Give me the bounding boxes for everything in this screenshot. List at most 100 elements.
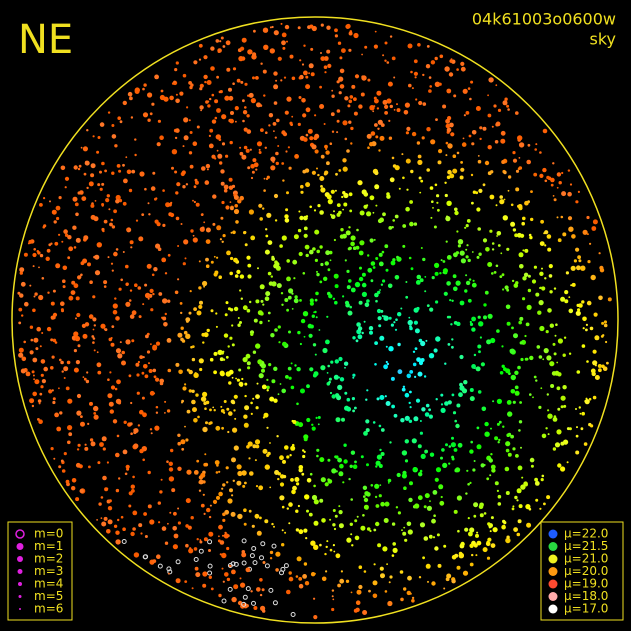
star xyxy=(137,286,142,290)
star xyxy=(257,359,263,365)
star xyxy=(209,504,212,507)
star xyxy=(138,315,142,319)
star xyxy=(528,233,532,237)
star xyxy=(54,412,59,418)
star xyxy=(260,128,264,133)
star xyxy=(337,583,341,588)
star xyxy=(447,400,452,405)
star xyxy=(414,347,418,350)
star xyxy=(420,340,426,347)
star xyxy=(289,54,294,59)
star xyxy=(118,198,123,203)
star xyxy=(205,239,211,245)
star xyxy=(539,507,542,510)
star xyxy=(550,384,555,388)
star xyxy=(566,427,570,431)
star xyxy=(533,375,537,379)
star xyxy=(384,59,387,62)
star xyxy=(451,345,454,349)
star xyxy=(555,323,558,327)
star xyxy=(392,219,396,222)
star xyxy=(443,544,447,548)
star xyxy=(319,104,325,109)
star xyxy=(240,46,245,51)
star xyxy=(442,104,447,109)
star xyxy=(490,516,494,520)
star xyxy=(524,334,527,338)
star xyxy=(423,505,427,509)
star xyxy=(320,477,326,483)
star xyxy=(159,490,163,494)
star xyxy=(334,359,339,364)
star xyxy=(471,282,477,288)
star xyxy=(503,198,506,201)
star xyxy=(357,334,363,340)
star xyxy=(345,579,350,583)
star xyxy=(229,308,234,312)
star xyxy=(99,122,105,127)
star xyxy=(58,233,61,236)
star xyxy=(239,577,242,580)
star xyxy=(30,338,34,342)
star xyxy=(424,493,430,499)
star xyxy=(213,370,218,375)
star xyxy=(372,593,378,599)
star xyxy=(377,543,382,548)
star xyxy=(419,431,423,435)
star xyxy=(563,336,567,339)
star xyxy=(249,148,252,151)
star xyxy=(174,68,178,72)
star xyxy=(231,400,236,405)
star xyxy=(518,157,521,159)
star xyxy=(357,180,363,186)
star xyxy=(506,400,512,405)
star xyxy=(543,348,549,354)
star xyxy=(374,292,379,298)
star xyxy=(107,506,113,511)
star xyxy=(144,535,148,538)
star xyxy=(547,413,553,419)
star xyxy=(78,275,82,279)
star xyxy=(439,54,444,59)
star xyxy=(338,210,342,215)
star xyxy=(97,370,102,375)
star xyxy=(166,460,169,464)
star xyxy=(195,572,201,578)
star xyxy=(539,173,544,178)
star xyxy=(515,187,520,192)
star xyxy=(67,256,71,260)
star xyxy=(139,171,145,177)
star xyxy=(316,272,320,277)
star xyxy=(314,258,318,262)
star xyxy=(276,118,280,123)
star xyxy=(259,578,263,582)
star xyxy=(189,547,192,550)
star xyxy=(286,507,289,510)
star xyxy=(364,45,368,49)
star xyxy=(534,478,537,481)
star xyxy=(334,284,339,289)
star xyxy=(193,372,199,378)
star xyxy=(326,194,332,200)
star xyxy=(141,213,145,217)
star xyxy=(151,102,155,106)
star xyxy=(227,563,233,568)
star xyxy=(394,328,398,331)
star xyxy=(292,485,297,491)
star xyxy=(227,345,230,348)
star xyxy=(348,31,353,36)
star xyxy=(122,100,128,106)
star xyxy=(320,56,326,61)
star xyxy=(258,203,263,208)
star xyxy=(249,553,255,559)
brightness-label: μ=21.5 xyxy=(564,539,608,553)
star xyxy=(372,211,375,214)
star xyxy=(198,479,204,485)
star xyxy=(54,341,58,344)
star xyxy=(52,397,56,401)
magnitude-label: m=2 xyxy=(34,552,63,566)
star xyxy=(452,154,457,158)
star xyxy=(328,294,333,299)
star xyxy=(38,266,40,269)
star xyxy=(19,271,23,275)
